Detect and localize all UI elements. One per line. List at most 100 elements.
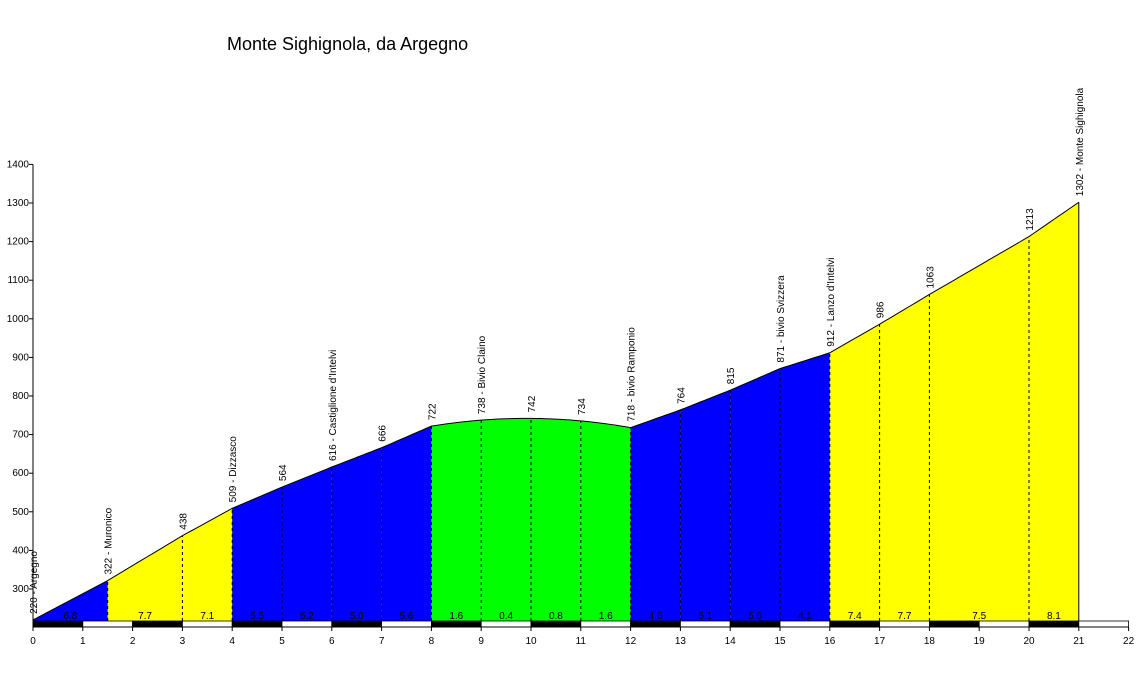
elevation-label: 438: [178, 513, 189, 530]
gradient-label: 1.6: [599, 611, 613, 622]
segment-fill: [730, 368, 780, 621]
x-tick-label: 16: [824, 636, 836, 647]
segment-fill: [481, 418, 531, 621]
x-tick-label: 8: [429, 636, 435, 647]
elevation-label: 220 - Argegno: [29, 551, 40, 614]
elevation-label: 871 - bivio Svizzera: [776, 275, 787, 363]
y-tick-label: 1400: [7, 159, 30, 170]
gradient-label: 5.2: [300, 611, 314, 622]
y-tick-label: 1200: [7, 237, 30, 248]
x-tick-label: 2: [130, 636, 136, 647]
elevation-label: 1302 - Monte Sighignola: [1075, 87, 1086, 196]
x-tick-label: 13: [675, 636, 687, 647]
y-tick-label: 600: [12, 468, 29, 479]
y-tick-label: 500: [12, 507, 29, 518]
segment-fill: [680, 390, 731, 621]
segment-fill: [431, 420, 482, 621]
y-tick-label: 1300: [7, 198, 30, 209]
elevation-label: 616 - Castiglione d'Intelvi: [328, 350, 339, 461]
elevation-label: 722: [427, 403, 438, 420]
segment-fill: [282, 467, 332, 621]
gradient-label: 5.5: [250, 611, 264, 622]
gradient-label: 6.8: [63, 611, 77, 622]
x-tick-label: 22: [1123, 636, 1135, 647]
gradient-labels: 6.8 7.7 7.1 5.5 5.2 5.0 5.6 1.6 0.4 0.8 1.6 4.6 5.1 5…: [63, 611, 1061, 622]
segment-fill: [630, 409, 681, 621]
x-tick-label: 11: [576, 636, 587, 647]
elevation-label: 666: [378, 425, 389, 442]
km-bar-cell: [82, 620, 134, 628]
segment-fill: [1029, 202, 1079, 622]
x-tick-label: 12: [625, 636, 637, 647]
y-tick-label: 700: [12, 430, 29, 441]
x-tick-label: 4: [229, 636, 235, 647]
x-tick-label: 19: [974, 636, 986, 647]
elevation-label: 912 - Lanzo d'Intelvi: [826, 258, 837, 347]
segment-fill: [107, 535, 183, 621]
gradient-label: 7.7: [138, 611, 152, 622]
elevation-label: 986: [876, 301, 887, 318]
gradient-label: 7.1: [200, 611, 214, 622]
gradient-label: 1.6: [449, 611, 463, 622]
x-tick-label: 7: [379, 636, 385, 647]
segment-fill: [331, 447, 382, 621]
chart-title: Monte Sighignola, da Argegno: [227, 34, 469, 54]
gradient-label: 0.8: [549, 611, 563, 622]
elevation-label: 564: [278, 464, 289, 481]
x-tick-label: 14: [725, 636, 737, 647]
profile-line-group: [32, 201, 1080, 621]
x-tick-label: 10: [525, 636, 537, 647]
elevation-label: 322 - Muronico: [104, 507, 115, 574]
y-tick-label: 900: [12, 352, 29, 363]
elevation-label: 1213: [1025, 208, 1036, 231]
x-tick-label: 17: [874, 636, 886, 647]
elevation-label: 764: [676, 387, 687, 404]
gradient-label: 7.4: [848, 611, 862, 622]
y-tick-label: 800: [12, 391, 29, 402]
elevation-label: 718 - bivio Ramponio: [627, 327, 638, 422]
y-tick-label: 1100: [7, 275, 29, 286]
x-tick-label: 1: [80, 636, 86, 647]
gradient-label: 5.6: [748, 611, 762, 622]
y-tick-label: 400: [12, 545, 29, 556]
gradient-label: 5.1: [698, 611, 712, 622]
x-tick-label: 18: [924, 636, 936, 647]
gradient-label: 5.0: [350, 611, 364, 622]
elevation-label: 815: [726, 367, 737, 384]
segment-fill: [929, 236, 1029, 621]
y-tick-label: 1000: [7, 314, 30, 325]
segment-fill: [829, 324, 880, 621]
km-bar: [32, 620, 1130, 628]
elevation-label: 509 - Dizzasco: [228, 436, 239, 503]
y-tick-label: 300: [12, 584, 29, 595]
segment-fill: [780, 352, 830, 621]
gradient-label: 0.4: [499, 611, 513, 622]
gradient-label: 7.5: [972, 611, 986, 622]
x-tick-label: 9: [478, 636, 484, 647]
x-tick-label: 21: [1073, 636, 1085, 647]
elevation-label: 1063: [925, 266, 936, 289]
segment-fill: [232, 487, 282, 621]
x-tick-label: 6: [329, 636, 335, 647]
gradient-label: 4.1: [798, 611, 812, 622]
x-tick-label: 20: [1023, 636, 1035, 647]
segment-fill: [182, 508, 233, 621]
elevation-label: 742: [527, 395, 538, 412]
segment-fill: [381, 426, 432, 621]
segment-dividers: [107, 202, 1080, 621]
km-bar-cell: [978, 620, 1030, 628]
x-tick-label: 0: [30, 636, 36, 647]
gradient-label: 7.7: [898, 611, 912, 622]
x-tick-label: 3: [180, 636, 186, 647]
gradient-label: 4.6: [649, 611, 663, 622]
segment-fill: [580, 420, 631, 621]
elevation-label: 734: [577, 398, 588, 415]
x-tick-label: 5: [279, 636, 285, 647]
segment-fill: [531, 418, 581, 621]
elevation-labels: 220 - Argegno 322 - Muronico 438 509 - Dizz…: [29, 87, 1086, 613]
profile-line: [32, 201, 1080, 621]
gradient-segment-fills: [33, 202, 1079, 622]
km-bar-cell: [1078, 620, 1130, 628]
segment-fill: [879, 294, 930, 621]
